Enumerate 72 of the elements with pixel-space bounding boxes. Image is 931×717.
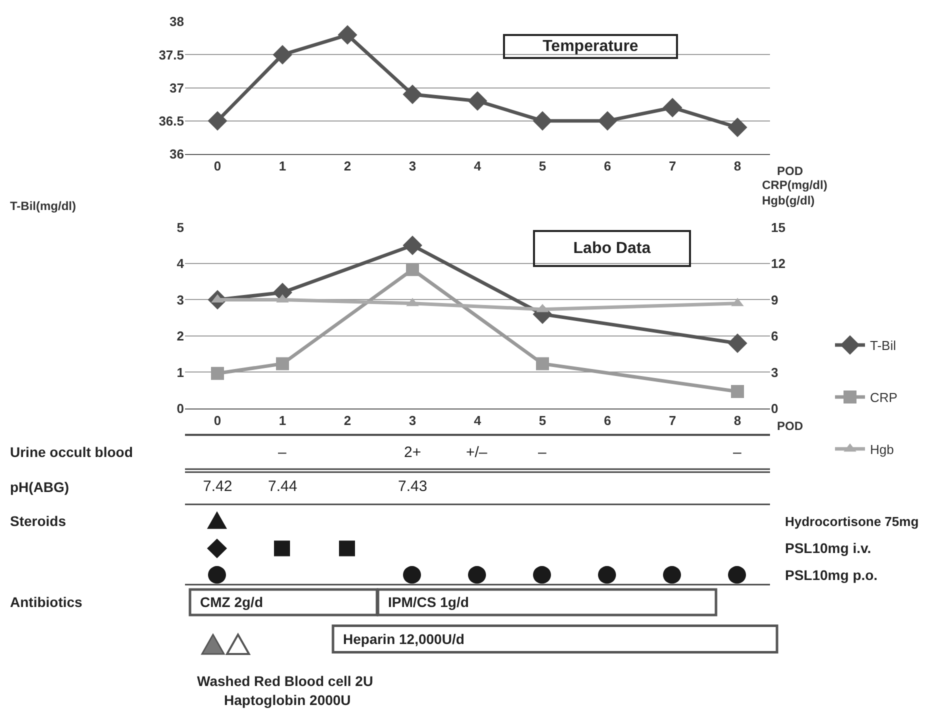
y2-tick-label: 3 <box>771 364 778 380</box>
text: 7.44 <box>268 478 298 495</box>
x-tick-label: 7 <box>668 158 676 174</box>
legend-label: Hgb <box>870 442 894 457</box>
text: IPM/CS 1g/d <box>388 594 469 610</box>
x-tick-label: 5 <box>538 413 546 428</box>
point <box>598 111 618 131</box>
x-tick-label: 4 <box>474 413 482 428</box>
text: – <box>538 444 547 461</box>
text: Steroids <box>10 513 66 529</box>
y-tick-label: 36 <box>170 146 184 162</box>
legend-label: T-Bil <box>870 338 896 354</box>
x-tick-label: 6 <box>604 158 612 174</box>
x-tick-label: 3 <box>408 158 416 174</box>
point <box>532 111 552 131</box>
text: Antibiotics <box>10 594 83 610</box>
y2-tick-label: 0 <box>771 400 778 416</box>
y-tick-label: 36.5 <box>158 113 184 128</box>
y-tick-label: 5 <box>176 220 184 235</box>
x-tick-label: 2 <box>344 158 352 174</box>
x-tick-label: 5 <box>538 158 546 174</box>
y2-axis-title: CRP(mg/dl) Hgb(g/dl) <box>762 178 828 208</box>
x-tick-label: 0 <box>214 158 222 174</box>
y-tick-label: 3 <box>176 292 184 308</box>
point <box>468 91 488 111</box>
point <box>402 84 422 104</box>
y-tick-label: 37.5 <box>158 47 184 62</box>
y2-tick-label: 15 <box>771 220 786 235</box>
x-tick-label: 4 <box>474 158 482 174</box>
y-tick-label: 38 <box>170 14 184 30</box>
y-tick-label: 1 <box>176 364 184 380</box>
text: 7.43 <box>398 478 428 495</box>
y2-tick-label: 6 <box>771 328 778 344</box>
y-tick-label: 37 <box>170 80 184 96</box>
annotation: Labo Data <box>573 240 651 257</box>
y-tick-label: 0 <box>176 400 184 416</box>
text: – <box>278 444 287 461</box>
x-tick-label: 6 <box>604 413 612 428</box>
y-tick-label: 4 <box>176 256 185 272</box>
text: 7.42 <box>203 478 232 495</box>
text: Washed Red Blood cell 2U <box>197 673 374 689</box>
x-tick-label: 0 <box>214 413 222 428</box>
y-axis-title: T-Bil(mg/dl) <box>10 199 76 213</box>
text: Haptoglobin 2000U <box>224 692 351 708</box>
text: – <box>733 444 742 461</box>
legend-label: CRP <box>870 390 898 406</box>
x-axis-title: POD <box>777 164 804 178</box>
text: Urine occult blood <box>10 444 133 460</box>
x-axis-title: POD <box>777 419 804 433</box>
x-tick-label: 2 <box>344 413 352 428</box>
text: 2+ <box>404 444 422 461</box>
text: PSL10mg p.o. <box>785 567 878 583</box>
text: Heparin 12,000U/d <box>343 631 464 647</box>
y2-tick-label: 9 <box>771 292 778 308</box>
text: PSL10mg i.v. <box>785 540 872 556</box>
point <box>662 98 682 118</box>
point <box>208 111 228 131</box>
x-tick-label: 8 <box>734 413 742 428</box>
x-tick-label: 7 <box>668 413 676 428</box>
y-tick-label: 2 <box>176 328 184 344</box>
point <box>272 44 292 64</box>
y2-tick-label: 12 <box>771 256 786 272</box>
point <box>338 25 358 45</box>
x-tick-label: 1 <box>278 158 286 174</box>
text: pH(ABG) <box>10 479 70 495</box>
x-tick-label: 1 <box>278 413 286 428</box>
text: +/– <box>466 444 488 461</box>
annotation: Temperature <box>542 38 638 55</box>
x-tick-label: 3 <box>408 413 416 428</box>
x-tick-label: 8 <box>734 158 742 174</box>
text: Hydrocortisone 75mg <box>785 514 919 529</box>
point <box>728 118 748 138</box>
